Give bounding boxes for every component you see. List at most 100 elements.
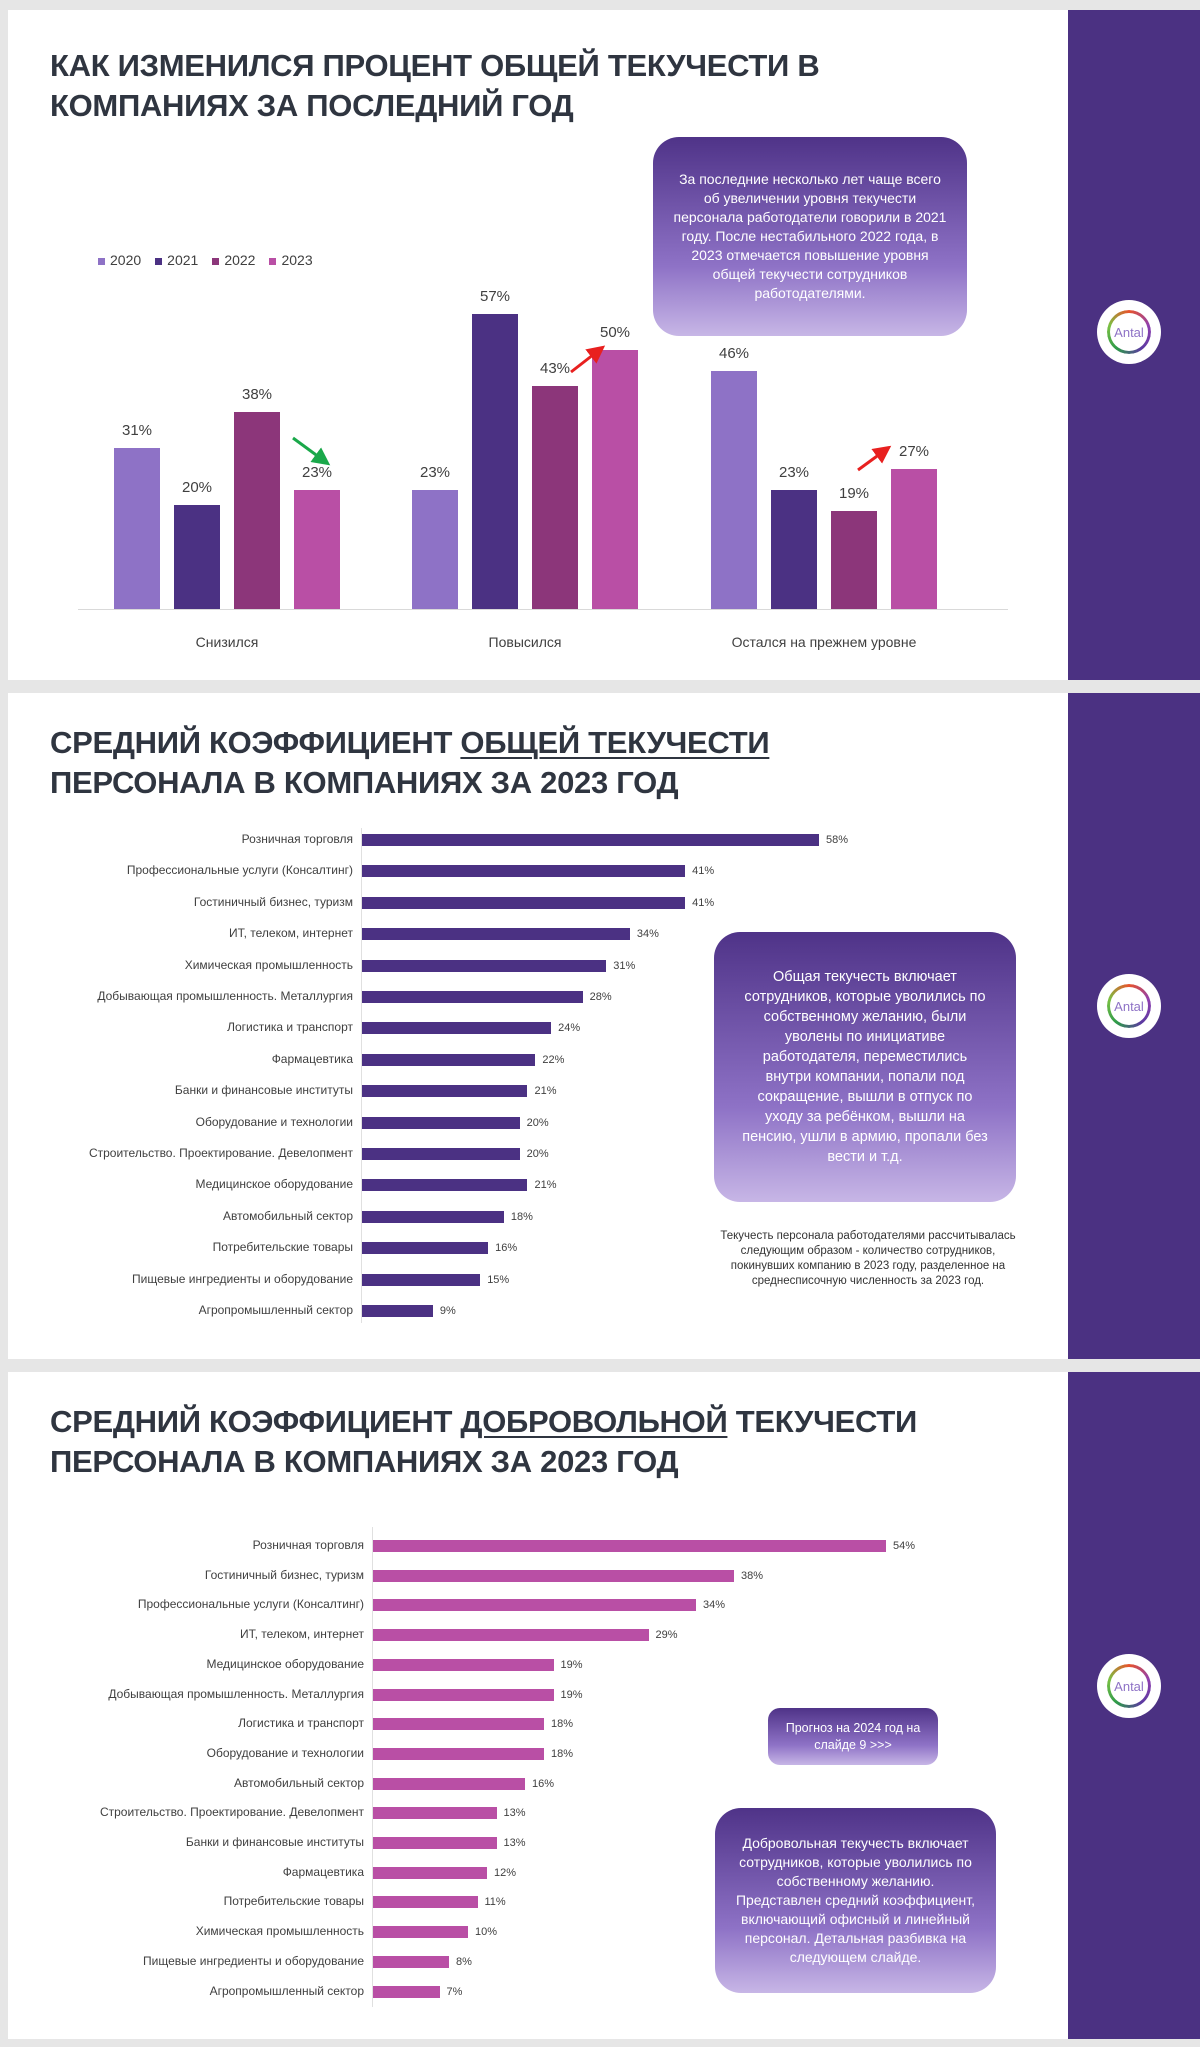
data-label: 13% [503,1807,526,1820]
bar [472,313,518,609]
bar [362,1273,481,1286]
methodology-note: Текучесть персонала работодателями рассч… [720,1230,1016,1287]
category-label: Строительство. Проектирование. Девелопме… [88,1146,353,1160]
bar [373,1540,886,1552]
bar [362,1022,552,1035]
category-label: Химическая промышленность [184,957,353,972]
bar [373,1629,649,1642]
bar [362,1148,520,1160]
data-label: 8% [456,1955,472,1968]
data-label: 12% [494,1866,517,1879]
sidebar-band: Antal [1068,693,1200,1359]
category-label: Агропромышленный сектор [209,1983,364,1998]
data-label: 18% [551,1718,574,1731]
callout-box: Добровольная текучесть включает сотрудни… [715,1808,996,1993]
antal-logo: Antal [1097,1654,1161,1718]
category-label: Автомобильный сектор [223,1208,353,1223]
bar [771,489,817,609]
legend-swatch [98,257,105,265]
bar [362,928,630,941]
bar [362,1053,536,1066]
data-label: 54% [893,1540,916,1552]
data-label: 10% [475,1926,498,1939]
bar [373,1866,487,1879]
bar [373,1807,497,1820]
y-axis-line [372,1527,373,2007]
category-label: Банки и финансовые институты [174,1083,353,1098]
category-label: Розничная торговля [241,832,353,846]
category-label: Фармацевтика [271,1051,353,1066]
data-label: 23% [778,463,810,481]
category-label: ИТ, телеком, интернет [239,1627,364,1642]
data-label: 29% [655,1629,678,1642]
antal-logo: Antal [1097,300,1161,364]
data-label: 24% [558,1022,581,1035]
arrow-up-icon [857,445,892,472]
category-label: Логистика и транспорт [227,1020,353,1035]
forecast-link-box[interactable]: Прогноз на 2024 год на слайде 9 >>> [768,1708,938,1765]
slide-title: СРЕДНИЙ КОЭФФИЦИЕНТ ОБЩЕЙ ТЕКУЧЕСТИ ПЕРС… [50,725,770,800]
bar [373,1688,554,1701]
data-label: 21% [534,1085,557,1098]
category-label: Добывающая промышленность. Металлургия [97,989,353,1003]
bar [373,1718,544,1731]
bar [373,1599,696,1612]
bar [891,469,937,609]
category-label: Медицинское оборудование [195,1177,353,1192]
category-label: Медицинское оборудование [206,1656,364,1671]
data-label: 27% [898,443,930,461]
bar [362,834,820,846]
category-label: Гостиничный бизнес, туризм [193,894,353,909]
data-label: 28% [589,991,612,1003]
bar [831,510,877,609]
category-label: Оборудование и технологии [206,1745,364,1760]
bar [373,1658,554,1671]
bar [373,1777,525,1790]
data-label: 16% [532,1777,555,1790]
legend-item: 2023 [269,252,313,268]
category-label: Профессиональные услуги (Консалтинг) [126,863,353,878]
data-label: 19% [560,1658,583,1671]
sidebar-band: Antal [1068,10,1200,680]
data-label: 38% [241,386,273,404]
bar [373,1837,497,1849]
callout-box: Общая текучесть включает сотрудников, ко… [714,932,1016,1202]
data-label: 13% [503,1837,526,1849]
data-label: 9% [439,1305,456,1317]
category-label: Добывающая промышленность. Металлургия [108,1686,364,1701]
data-label: 41% [692,865,715,878]
bar [412,489,458,609]
bar [362,1210,504,1223]
bar [373,1747,544,1760]
data-label: 50% [599,324,631,341]
bar [234,412,280,609]
category-label: Профессиональные услуги (Консалтинг) [137,1597,364,1612]
callout-box: За последние несколько лет чаще всего об… [653,137,967,336]
data-label: 31% [613,959,636,972]
legend-label: 2021 [167,252,199,268]
data-label: 11% [484,1896,506,1909]
data-label: 19% [838,484,870,502]
bar [362,991,583,1003]
data-label: 22% [542,1053,565,1066]
data-label: 38% [741,1569,764,1582]
bar [362,1242,489,1255]
data-label: 19% [560,1688,583,1701]
bar [294,489,340,609]
bar [373,1896,478,1909]
bar [362,1116,520,1129]
bar [114,448,160,609]
legend-label: 2023 [281,252,313,268]
arrow-up-icon [570,345,606,374]
data-label: 16% [495,1242,518,1255]
data-label: 15% [487,1273,510,1286]
bar [532,386,578,609]
data-label: 34% [703,1599,726,1612]
data-label: 18% [551,1747,574,1760]
bar [373,1985,440,1998]
bar [711,370,757,609]
category-label: Логистика и транспорт [238,1716,364,1731]
slide-title: СРЕДНИЙ КОЭФФИЦИЕНТ ДОБРОВОЛЬНОЙ ТЕКУЧЕС… [50,1404,917,1479]
data-label: 58% [826,834,849,846]
